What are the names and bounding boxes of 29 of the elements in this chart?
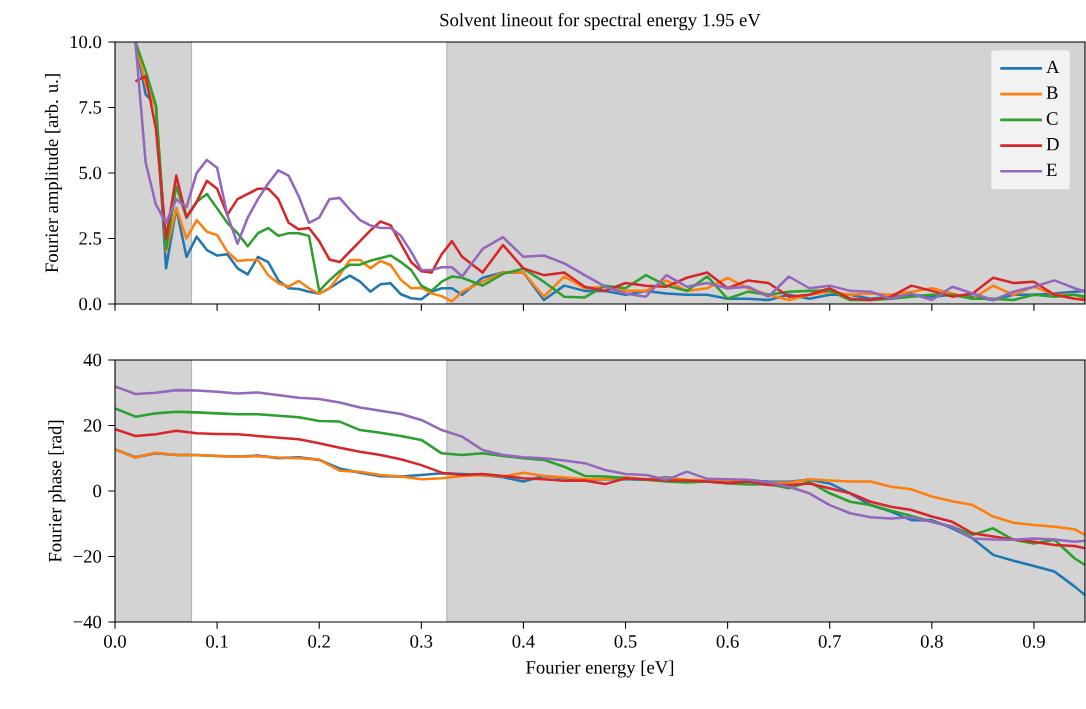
y-tick-label: −20	[73, 550, 102, 563]
chart-title: Solvent lineout for spectral energy 1.95 eV	[440, 12, 761, 31]
y-tick-label: 2.5	[79, 232, 102, 245]
y-tick-label: 40	[83, 353, 102, 367]
x-axis-title: Fourier energy [eV]	[526, 660, 674, 678]
legend-label: E	[1046, 163, 1057, 176]
y-tick-label: 5.0	[79, 166, 102, 180]
y-axis-title: Fourier phase [rad]	[48, 420, 66, 562]
x-tick-label: 0.6	[716, 635, 739, 648]
x-tick-label: 0.9	[1022, 635, 1045, 648]
x-tick-label: 0.1	[206, 635, 228, 648]
x-tick-label: 0.5	[614, 635, 637, 648]
y-tick-label: 0	[93, 484, 102, 498]
y-tick-label: −40	[73, 615, 102, 629]
x-tick-label: 0.3	[410, 635, 433, 648]
x-tick-label: 0.4	[512, 635, 535, 648]
y-tick-label: 7.5	[79, 101, 102, 114]
y-axis-title: Fourier amplitude [arb. u.]	[44, 74, 62, 273]
legend-label: C	[1046, 112, 1058, 125]
x-tick-label: 0.0	[104, 635, 126, 648]
x-tick-label: 0.2	[308, 635, 330, 648]
legend-label: D	[1046, 138, 1059, 151]
x-tick-label: 0.7	[818, 635, 841, 648]
legend-label: B	[1046, 86, 1058, 99]
y-tick-label: 10.0	[70, 35, 102, 49]
legend-label: A	[1046, 60, 1060, 74]
y-tick-label: 20	[84, 419, 102, 432]
y-tick-label: 0.0	[79, 297, 102, 311]
x-tick-label: 0.8	[920, 635, 943, 648]
